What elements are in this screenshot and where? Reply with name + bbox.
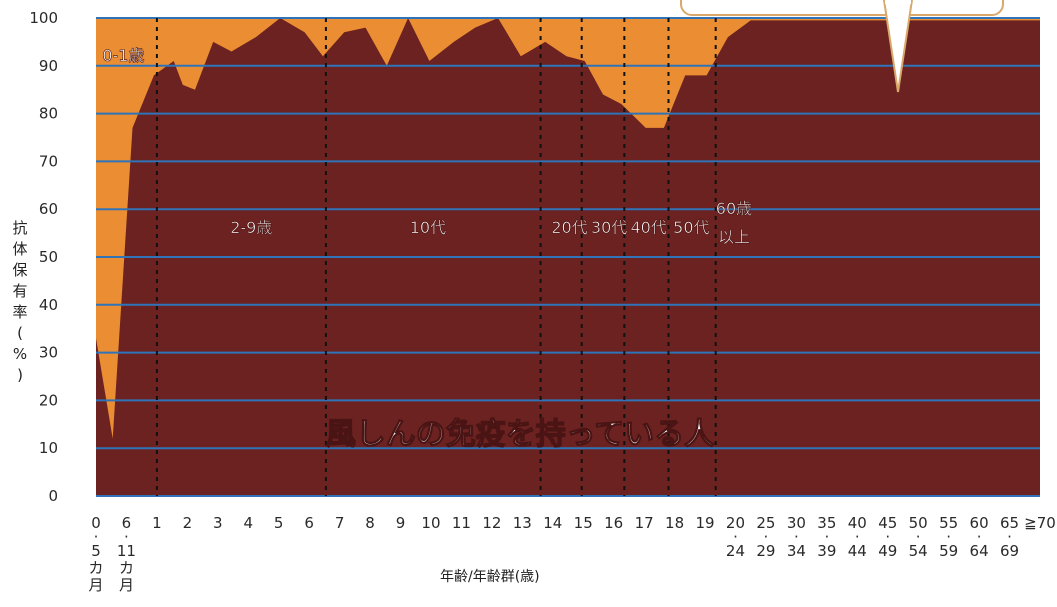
x-tick-22: 25 xyxy=(756,514,775,532)
callout-box xyxy=(680,0,1004,16)
x-tick-25: 40 xyxy=(848,514,867,532)
x-tick-sub-26-1: 49 xyxy=(878,542,897,560)
x-tick-18: 17 xyxy=(635,514,654,532)
x-tick-sub-23-0: · xyxy=(794,528,799,546)
x-tick-sub-29-1: 64 xyxy=(970,542,989,560)
x-tick-sub-25-1: 44 xyxy=(848,542,867,560)
x-tick-16: 15 xyxy=(574,514,593,532)
x-tick-sub-21-1: 24 xyxy=(726,542,745,560)
group-label-7: 60歳 xyxy=(716,199,752,218)
immune-annotation: 風しんの免疫を持っている人 xyxy=(326,417,715,452)
group-label-6: 50代 xyxy=(673,218,709,237)
x-tick-14: 13 xyxy=(513,514,532,532)
y-tick-60: 60 xyxy=(39,200,58,218)
x-tick-23: 30 xyxy=(787,514,806,532)
gridline-layer xyxy=(96,17,1040,497)
y-tick-100: 100 xyxy=(29,9,58,27)
x-tick-sub-1-2: カ xyxy=(119,559,134,577)
x-tick-sub-30-1: 69 xyxy=(1000,542,1019,560)
y-tick-20: 20 xyxy=(39,391,58,409)
y-axis-label-char-0: 抗 xyxy=(12,219,28,237)
x-tick-1: 6 xyxy=(122,514,132,532)
x-axis-label: 年齢/年齢群(歳) xyxy=(440,569,540,585)
y-tick-40: 40 xyxy=(39,296,58,314)
y-axis-label: 抗体保有率 (%) xyxy=(8,218,32,386)
x-tick-sub-23-1: 34 xyxy=(787,542,806,560)
x-tick-19: 18 xyxy=(665,514,684,532)
x-tick-9: 8 xyxy=(365,514,375,532)
group-label-5: 40代 xyxy=(631,218,667,237)
x-tick-sub-24-1: 39 xyxy=(817,542,836,560)
x-tick-12: 11 xyxy=(452,514,471,532)
y-tick-30: 30 xyxy=(39,344,58,362)
x-tick-sub-25-0: · xyxy=(855,528,860,546)
x-tick-2: 1 xyxy=(152,514,162,532)
x-tick-13: 12 xyxy=(482,514,501,532)
x-tick-3: 2 xyxy=(183,514,193,532)
x-tick-sub-1-1: 11 xyxy=(117,542,136,560)
y-tick-labels: 0 10 20 30 40 50 60 70 80 90 100 xyxy=(29,9,58,505)
x-tick-sub-30-0: · xyxy=(1007,528,1012,546)
x-tick-6: 5 xyxy=(274,514,284,532)
group-label-4: 30代 xyxy=(591,218,627,237)
x-tick-11: 10 xyxy=(421,514,440,532)
x-tick-21: 20 xyxy=(726,514,745,532)
x-tick-29: 60 xyxy=(970,514,989,532)
x-tick-4: 3 xyxy=(213,514,223,532)
x-tick-sub-0-3: 月 xyxy=(88,576,103,594)
y-axis-label-char-2: 保 xyxy=(12,261,28,279)
group-label-2: 10代 xyxy=(410,218,446,237)
y-tick-50: 50 xyxy=(39,248,58,266)
y-axis-label-char-1: 体 xyxy=(12,240,28,258)
y-tick-90: 90 xyxy=(39,57,58,75)
y-axis-label-char-7: ) xyxy=(17,366,23,384)
x-tick-sub-0-1: 5 xyxy=(91,542,101,560)
x-tick-sub-28-1: 59 xyxy=(939,542,958,560)
group-label-8: 以上 xyxy=(718,228,750,247)
x-tick-sub-27-1: 54 xyxy=(909,542,928,560)
x-tick-sub-29-0: · xyxy=(977,528,982,546)
callout-pointer-icon xyxy=(882,0,914,93)
x-tick-27: 50 xyxy=(909,514,928,532)
y-axis-label-char-4: 率 xyxy=(12,303,28,321)
y-axis-label-char-3: 有 xyxy=(12,282,28,300)
x-tick-sub-0-2: カ xyxy=(88,559,103,577)
x-tick-28: 55 xyxy=(939,514,958,532)
x-tick-8: 7 xyxy=(335,514,345,532)
x-tick-sub-21-0: · xyxy=(733,528,738,546)
x-tick-sub-24-0: · xyxy=(824,528,829,546)
group-label-1: 2-9歳 xyxy=(230,218,272,237)
y-tick-80: 80 xyxy=(39,105,58,123)
x-tick-sub-22-0: · xyxy=(764,528,769,546)
group-label-0: 0-1歳 xyxy=(102,46,144,65)
x-tick-30: 65 xyxy=(1000,514,1019,532)
x-tick-26: 45 xyxy=(878,514,897,532)
group-label-3: 20代 xyxy=(551,218,587,237)
x-tick-sub-0-0: · xyxy=(94,528,99,546)
x-tick-24: 35 xyxy=(817,514,836,532)
age-group-divider-layer xyxy=(155,18,717,496)
x-tick-7: 6 xyxy=(304,514,314,532)
x-tick-31: ≧70 xyxy=(1024,514,1056,532)
x-tick-sub-28-0: · xyxy=(946,528,951,546)
x-tick-10: 9 xyxy=(396,514,406,532)
y-tick-10: 10 xyxy=(39,439,58,457)
y-tick-70: 70 xyxy=(39,152,58,170)
x-tick-sub-1-3: 月 xyxy=(119,576,134,594)
x-tick-5: 4 xyxy=(243,514,253,532)
x-tick-sub-1-0: · xyxy=(124,528,129,546)
x-tick-sub-22-1: 29 xyxy=(756,542,775,560)
x-tick-15: 14 xyxy=(543,514,562,532)
y-tick-0: 0 xyxy=(48,487,58,505)
y-axis-label-char-6: % xyxy=(12,345,28,363)
x-tick-0: 0 xyxy=(91,514,101,532)
y-axis-label-char-5: ( xyxy=(17,324,23,342)
x-tick-sub-26-0: · xyxy=(885,528,890,546)
x-tick-17: 16 xyxy=(604,514,623,532)
x-tick-sub-27-0: · xyxy=(916,528,921,546)
x-tick-20: 19 xyxy=(695,514,714,532)
